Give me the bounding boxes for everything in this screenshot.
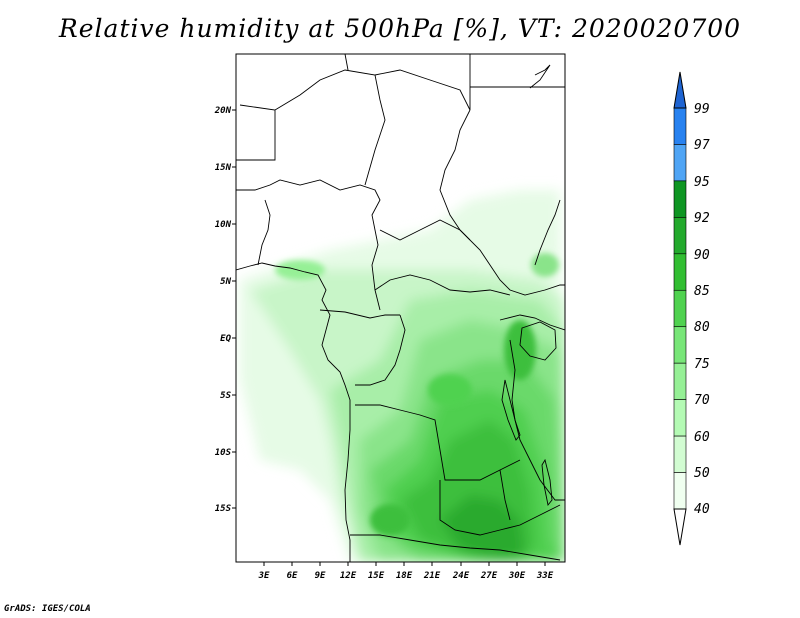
lon-label: 18E bbox=[396, 571, 413, 581]
rh-spot-east bbox=[504, 320, 536, 380]
border-13 bbox=[509, 339, 565, 501]
lon-axis: 3E 6E 9E 12E 15E 18E 21E 24E 27E 30E 33E bbox=[258, 571, 554, 581]
border-4 bbox=[274, 69, 386, 186]
border-3 bbox=[236, 104, 276, 161]
lon-label: 6E bbox=[287, 571, 298, 581]
lat-axis: 20N 15N 10N 5N EQ 5S 10S 15S bbox=[214, 106, 232, 514]
border-20 bbox=[534, 199, 561, 266]
lon-label: 24E bbox=[452, 571, 470, 581]
rh-spot-north bbox=[531, 253, 559, 277]
humidity-field bbox=[240, 190, 565, 562]
lon-label: 9E bbox=[315, 571, 326, 581]
lon-label: 15E bbox=[368, 571, 385, 581]
border-6 bbox=[374, 54, 471, 111]
colorbar-segments bbox=[673, 107, 687, 510]
colorbar-segment bbox=[673, 289, 687, 328]
rh-area-90 bbox=[440, 495, 525, 560]
colorbar-top-arrow bbox=[673, 71, 687, 109]
border-5 bbox=[344, 54, 349, 71]
border-12 bbox=[355, 404, 521, 481]
map-title: Relative humidity at 500hPa [%], VT: 202… bbox=[58, 14, 742, 43]
border-1 bbox=[236, 179, 381, 311]
border-14 bbox=[499, 314, 565, 331]
colorbar-labels: 99 97 95 92 90 85 80 75 70 60 50 40 bbox=[694, 102, 710, 517]
rh-spot-sw bbox=[370, 504, 410, 536]
colorbar-label: 95 bbox=[694, 175, 710, 190]
lon-label: 12E bbox=[340, 571, 357, 581]
border-9 bbox=[374, 274, 511, 296]
lake-victoria bbox=[519, 321, 557, 361]
lon-label: 33E bbox=[536, 571, 554, 581]
lon-label: 21E bbox=[423, 571, 441, 581]
lat-label: EQ bbox=[220, 334, 231, 344]
map-frame bbox=[235, 53, 566, 563]
rh-spot-west bbox=[275, 260, 325, 280]
colorbar-label: 92 bbox=[694, 211, 710, 226]
lake-malawi bbox=[541, 458, 553, 507]
lon-label: 3E bbox=[258, 571, 270, 581]
colorbar-segment bbox=[673, 107, 687, 145]
colorbar-label: 80 bbox=[694, 320, 710, 335]
lake-tanganyika bbox=[501, 379, 521, 441]
lon-label: 27E bbox=[480, 571, 498, 581]
colorbar-label: 75 bbox=[694, 357, 710, 372]
border-19 bbox=[529, 64, 551, 89]
lat-label: 10N bbox=[215, 220, 232, 230]
border-16 bbox=[350, 534, 561, 561]
axis-ticks bbox=[232, 109, 546, 566]
border-7 bbox=[439, 109, 471, 241]
credit-text: GrADS: IGES/COLA bbox=[4, 604, 91, 614]
colorbar-segment bbox=[673, 435, 687, 473]
colorbar-segment bbox=[673, 144, 687, 182]
colorbar-segment bbox=[673, 362, 687, 400]
colorbar-segment bbox=[673, 180, 687, 218]
lat-label: 15S bbox=[215, 504, 232, 514]
colorbar-segment bbox=[673, 326, 687, 364]
border-11 bbox=[355, 314, 406, 386]
colorbar-segment bbox=[673, 399, 687, 437]
lat-label: 20N bbox=[214, 106, 232, 116]
border-17 bbox=[499, 469, 511, 521]
border-2 bbox=[257, 199, 271, 266]
rh-spot-mid bbox=[428, 374, 472, 406]
colorbar-label: 70 bbox=[694, 393, 710, 408]
border-15 bbox=[439, 480, 561, 536]
colorbar: 99 97 95 92 90 85 80 75 70 60 50 40 bbox=[673, 71, 710, 546]
colorbar-label: 60 bbox=[694, 430, 710, 445]
colorbar-label: 50 bbox=[694, 466, 710, 481]
colorbar-label: 40 bbox=[694, 502, 710, 517]
border-10 bbox=[319, 309, 400, 319]
coastline-west bbox=[236, 262, 351, 562]
lat-label: 10S bbox=[215, 448, 232, 458]
colorbar-segment bbox=[673, 253, 687, 291]
country-borders bbox=[236, 54, 565, 562]
lat-label: 15N bbox=[215, 163, 232, 173]
colorbar-bottom-arrow bbox=[673, 508, 687, 546]
colorbar-label: 85 bbox=[694, 284, 710, 299]
border-8 bbox=[379, 219, 565, 296]
colorbar-segment bbox=[673, 472, 687, 510]
lat-label: 5S bbox=[220, 391, 231, 401]
lat-label: 5N bbox=[220, 277, 231, 287]
colorbar-label: 99 bbox=[694, 102, 710, 117]
colorbar-segment bbox=[673, 217, 687, 255]
colorbar-label: 97 bbox=[694, 138, 710, 153]
colorbar-label: 90 bbox=[694, 248, 710, 263]
lon-label: 30E bbox=[508, 571, 526, 581]
